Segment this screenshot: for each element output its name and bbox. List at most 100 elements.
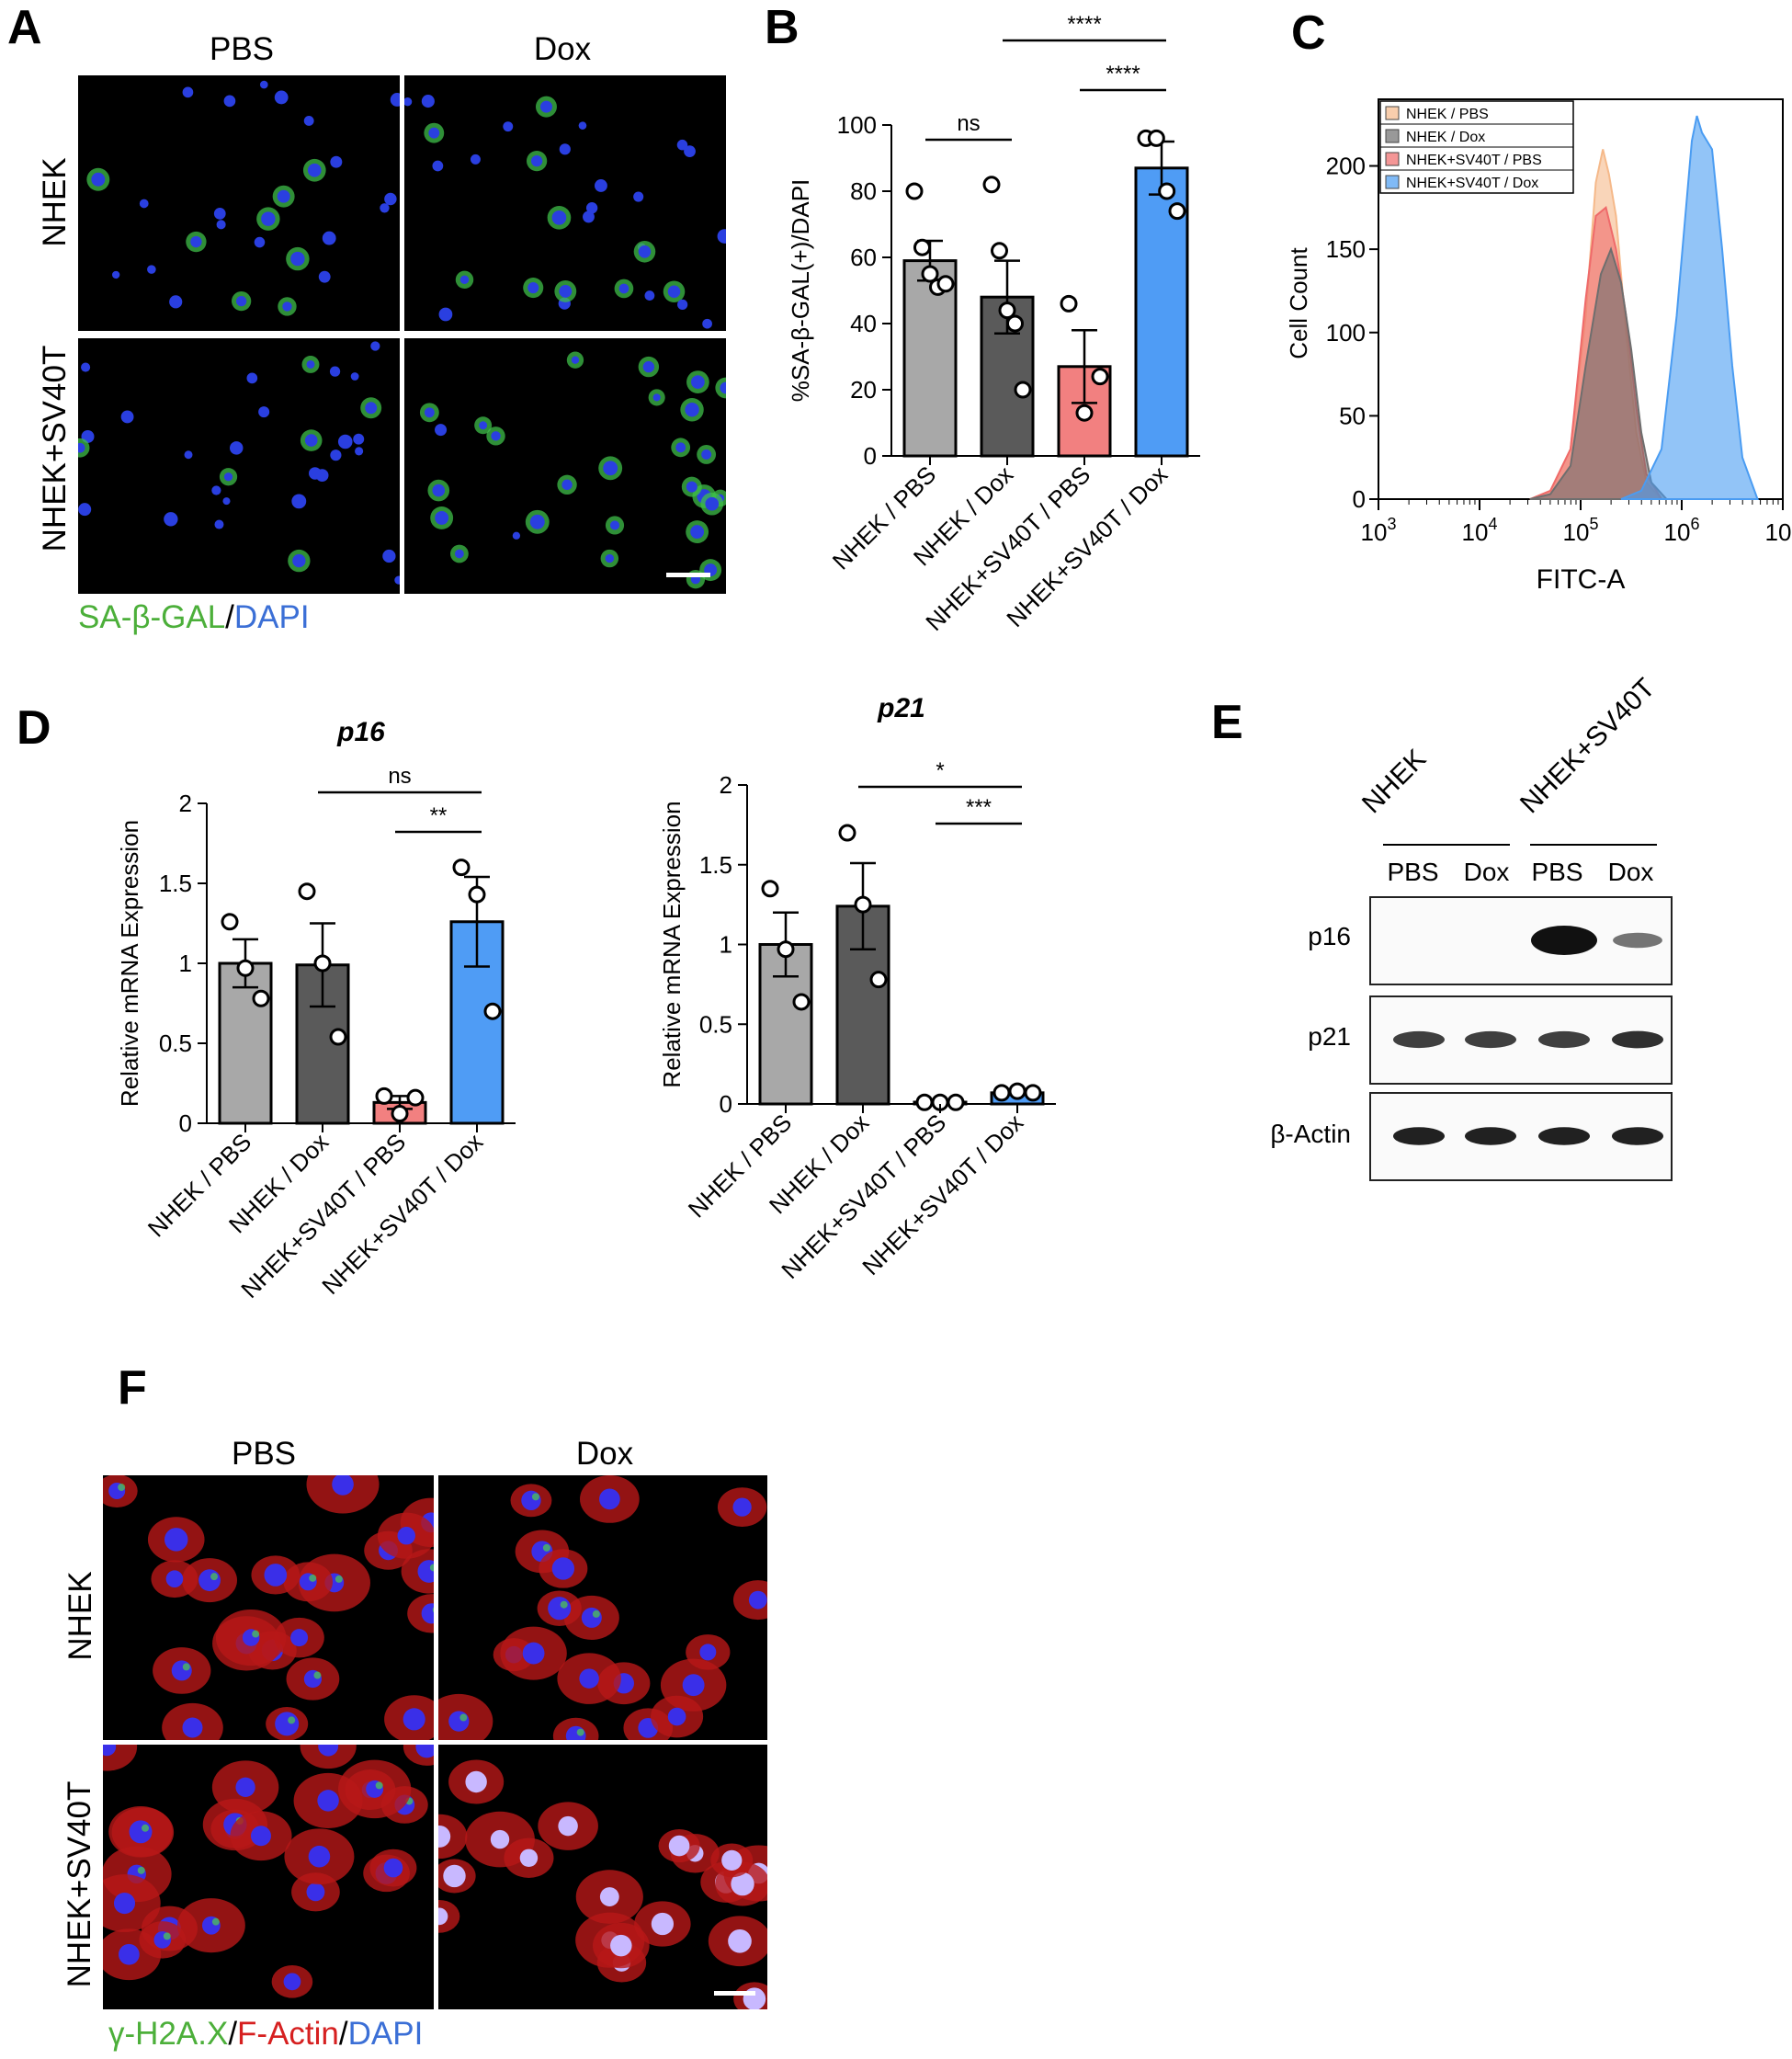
- panel-a-col-pbs: PBS: [209, 31, 275, 67]
- panel-letter-c: C: [1291, 6, 1326, 60]
- x-tick-label-exponent: 4: [1488, 515, 1497, 533]
- cell-nucleus: [246, 372, 258, 384]
- data-point: [838, 824, 856, 842]
- blot-band: [1612, 1030, 1663, 1049]
- panel-f-stain-legend: γ-H2A.X/F-Actin/DAPI: [108, 2016, 423, 2053]
- x-tick-label: 103: [1361, 515, 1397, 546]
- significance-label: ****: [1106, 62, 1140, 86]
- cell-nucleus: [685, 403, 699, 417]
- cell-nucleus: [731, 1871, 754, 1896]
- cell-nucleus: [701, 449, 712, 460]
- cell-nucleus: [277, 189, 290, 203]
- cell-nucleus: [318, 270, 331, 283]
- y-tick-label: 60: [850, 244, 877, 271]
- data-point: [761, 880, 779, 898]
- cell-nucleus: [404, 97, 413, 107]
- data-point: [777, 940, 795, 959]
- micrograph-f-sv40t-dox: [438, 1745, 767, 2009]
- cell-foci: [142, 1824, 150, 1832]
- blot-row-label-beta-actin: β-Actin: [1270, 1120, 1351, 1148]
- blot-group-line-nhek: [1383, 844, 1510, 846]
- cell-nucleus: [230, 441, 244, 455]
- data-point: [854, 895, 872, 914]
- panel-letter-a: A: [7, 1, 42, 54]
- cell-nucleus: [579, 1668, 599, 1689]
- cell-nucleus: [559, 143, 571, 155]
- x-tick-label-exponent: 6: [1690, 515, 1699, 533]
- blot-band: [1538, 1127, 1590, 1145]
- cell-nucleus: [677, 299, 688, 310]
- micrograph-a-nhek-dox: [404, 75, 726, 331]
- data-point: [329, 1028, 347, 1046]
- blot-group-line-sv40t: [1530, 844, 1657, 846]
- data-point: [1006, 314, 1024, 333]
- micrograph-a-nhek-pbs: [78, 75, 400, 331]
- cell-nucleus: [182, 1717, 203, 1738]
- cell-nucleus: [551, 1557, 575, 1580]
- blot-band: [1465, 1127, 1516, 1145]
- y-axis-label: %SA-β-GAL(+)/DAPI: [787, 179, 814, 403]
- data-point: [406, 1088, 425, 1107]
- blot-band: [1613, 932, 1662, 949]
- blot-beta-actin: [1369, 1092, 1673, 1181]
- cell-nucleus: [561, 479, 573, 491]
- significance-label: *: [936, 758, 944, 783]
- cell-nucleus: [291, 494, 307, 509]
- y-tick-label: 1: [720, 931, 732, 959]
- bar: [758, 943, 813, 1106]
- cell-nucleus: [459, 275, 470, 285]
- panel-letter-b: B: [765, 1, 800, 54]
- cell-foci: [335, 1575, 343, 1583]
- cell-foci: [375, 1781, 383, 1790]
- panel-f-col-pbs: PBS: [231, 1436, 297, 1472]
- cell-nucleus: [603, 461, 618, 476]
- cell-nucleus: [610, 1934, 632, 1957]
- cell-nucleus: [350, 372, 359, 381]
- cell-nucleus: [139, 199, 149, 209]
- legend-separator: /: [228, 2016, 238, 2052]
- cell-nucleus: [551, 210, 567, 225]
- cell-foci: [432, 1607, 434, 1613]
- y-tick-label: 20: [850, 376, 877, 404]
- legend-swatch: [1385, 106, 1400, 120]
- blot-band: [1393, 1127, 1445, 1145]
- data-point: [1014, 381, 1032, 399]
- panel-a-row-nhek: NHEK: [37, 157, 73, 247]
- cell-nucleus: [214, 519, 224, 529]
- cell-nucleus: [748, 1590, 767, 1610]
- cell-nucleus: [578, 121, 587, 130]
- significance-label: **: [430, 803, 448, 828]
- cell-nucleus: [675, 442, 686, 453]
- cell-nucleus: [432, 160, 444, 172]
- y-tick-label: 1.5: [159, 870, 192, 897]
- legend-swatch: [1385, 129, 1400, 143]
- cell-foci: [137, 1866, 145, 1874]
- cell-nucleus: [421, 1603, 434, 1624]
- cell-nucleus: [503, 121, 514, 132]
- micrograph-f-sv40t-pbs: [103, 1745, 434, 2009]
- y-tick-label: 40: [850, 310, 877, 337]
- data-point: [391, 1105, 409, 1123]
- cell-foci: [576, 1728, 584, 1736]
- cell-nucleus: [438, 1825, 451, 1848]
- cell-nucleus: [113, 1893, 136, 1915]
- blot-band: [1531, 926, 1597, 955]
- cell-nucleus: [330, 155, 343, 168]
- micrograph-f-nhek-pbs: [103, 1475, 434, 1740]
- cell-nucleus: [370, 341, 380, 351]
- cell-nucleus: [686, 481, 698, 493]
- data-point: [1024, 1084, 1042, 1102]
- y-tick-label: 0: [720, 1090, 732, 1118]
- lane-label-1: PBS: [1387, 858, 1439, 886]
- cell-nucleus: [521, 1490, 541, 1511]
- panel-f-row-nhek-sv40t: NHEK+SV40T: [62, 1780, 97, 1988]
- data-point: [1168, 202, 1186, 221]
- histogram-area: [1529, 246, 1669, 500]
- legend-separator: /: [338, 2016, 348, 2052]
- data-point: [221, 913, 239, 931]
- cell-nucleus: [702, 318, 712, 329]
- significance-label: ns: [388, 764, 411, 789]
- cell-nucleus: [690, 525, 705, 540]
- cell-nucleus: [250, 1826, 271, 1847]
